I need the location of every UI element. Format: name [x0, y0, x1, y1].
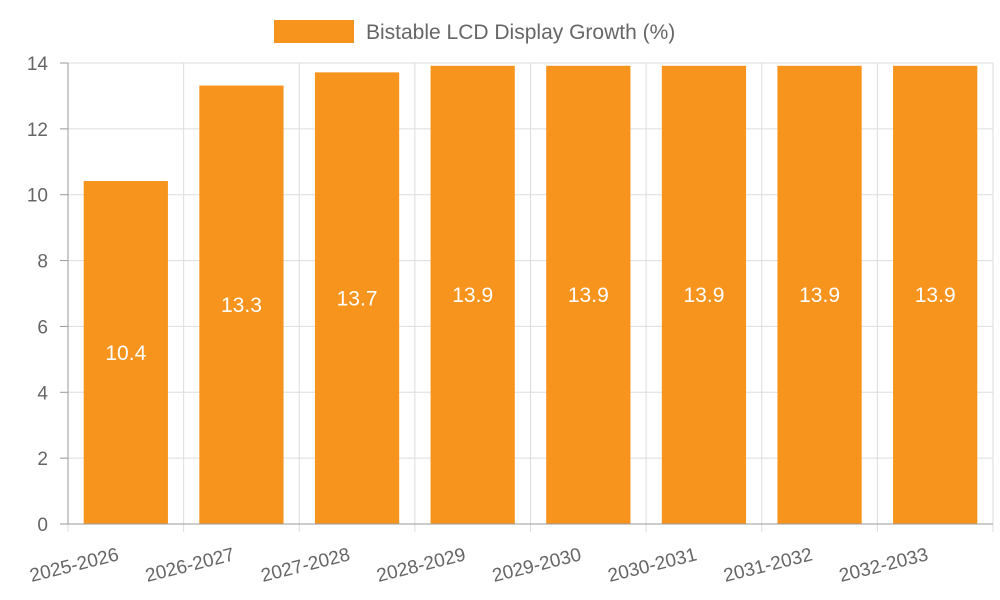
x-tick-label: 2030-2031 [606, 544, 699, 586]
axes [60, 63, 993, 525]
bar-data-label: 13.3 [221, 294, 262, 317]
y-tick-label: 8 [37, 252, 48, 273]
bar-2028-2029[interactable] [430, 65, 515, 525]
bar-2032-2033[interactable] [893, 65, 978, 525]
bar-data-label: 13.9 [799, 284, 840, 307]
bar-2029-2030[interactable] [546, 65, 631, 525]
bars [83, 65, 978, 525]
bar-2027-2028[interactable] [314, 72, 400, 525]
legend[interactable]: Bistable LCD Display Growth (%) [274, 20, 675, 44]
y-tick-label: 14 [27, 54, 49, 75]
x-tick-label: 2032-2033 [837, 544, 930, 586]
bar-2026-2027[interactable] [199, 85, 284, 525]
y-tick-label: 6 [37, 317, 48, 338]
legend-label: Bistable LCD Display Growth (%) [366, 21, 675, 44]
y-tick-label: 4 [37, 383, 48, 404]
x-axis-ticks: 2025-2026 2026-2027 2027-2028 2028-2029 2029… [28, 544, 931, 586]
y-axis-ticks: 0 2 4 6 8 10 12 14 [27, 54, 68, 536]
y-tick-label: 12 [27, 120, 48, 141]
bar-data-label: 10.4 [105, 342, 146, 365]
legend-swatch [274, 20, 354, 43]
x-tick-label: 2026-2027 [143, 544, 236, 586]
y-tick-label: 10 [27, 186, 48, 207]
bar-2031-2032[interactable] [777, 65, 862, 525]
bar-data-label: 13.9 [568, 284, 609, 307]
x-tick-label: 2029-2030 [490, 544, 583, 586]
data-labels: 10.4 13.3 13.7 13.9 13.9 13.9 13.9 13.9 [105, 284, 955, 365]
x-tick-label: 2028-2029 [375, 544, 468, 586]
x-tick-label: 2027-2028 [259, 544, 352, 586]
bar-2025-2026[interactable] [83, 181, 168, 525]
x-tick-label: 2031-2032 [722, 544, 815, 586]
y-tick-label: 2 [37, 449, 48, 470]
bar-2030-2031[interactable] [661, 65, 747, 525]
bar-data-label: 13.9 [684, 284, 725, 307]
bar-data-label: 13.9 [452, 284, 493, 307]
x-tick-label: 2025-2026 [28, 544, 121, 586]
bar-data-label: 13.7 [337, 287, 378, 310]
y-tick-label: 0 [37, 515, 48, 536]
bar-data-label: 13.9 [915, 284, 956, 307]
